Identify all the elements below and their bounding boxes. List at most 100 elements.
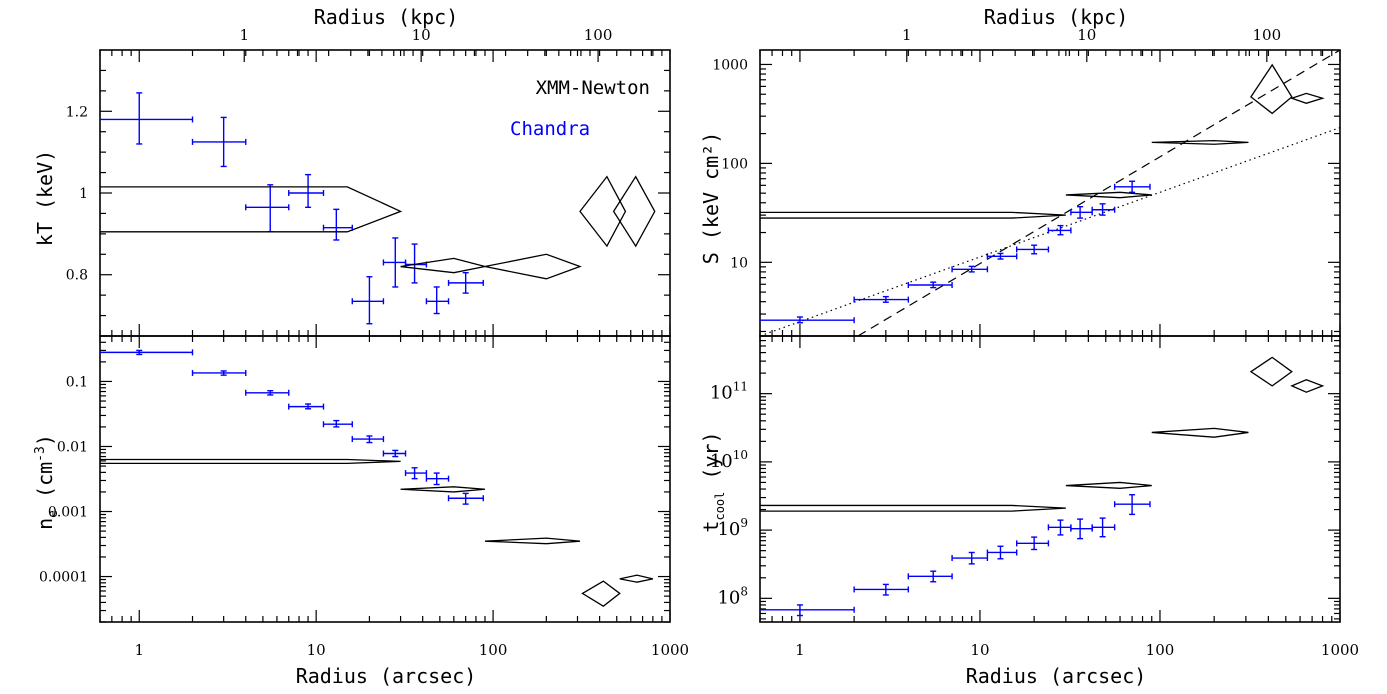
- plot-area: [100, 349, 654, 607]
- panel-bottom-left: 1 10 100 1000 0.0001 0.001 0.01 0.1: [39, 335, 689, 659]
- chandra-point: [447, 492, 484, 505]
- chandra-point: [382, 237, 407, 288]
- chandra-point: [951, 551, 989, 565]
- y-tick-base: 10: [710, 383, 733, 404]
- chandra-point: [404, 467, 428, 480]
- bottom-tick-label: 100: [1146, 641, 1175, 659]
- chandra-point: [382, 449, 407, 458]
- xmm-diamond: [484, 537, 581, 545]
- chandra-point: [351, 276, 385, 325]
- y-tick-label: 109: [717, 516, 748, 540]
- ylabel-tcool-main: t: [699, 521, 723, 533]
- xmm-diamond: [484, 253, 582, 280]
- chandra-point: [351, 435, 385, 444]
- xmm-diamond: [400, 486, 486, 493]
- chandra-point: [951, 265, 989, 273]
- xmm-diamond: [100, 458, 401, 465]
- chandra-point: [1047, 519, 1072, 536]
- y-tick-label: 1: [79, 186, 88, 202]
- xmm-diamond: [760, 504, 1066, 512]
- chandra-point: [322, 208, 353, 241]
- chandra-point: [1016, 536, 1050, 551]
- frame-bottom-left: [99, 335, 671, 623]
- chandra-point: [447, 271, 484, 294]
- model-line-dashed: [857, 50, 1340, 336]
- y-tick-exp: 11: [733, 380, 748, 394]
- chandra-point: [100, 349, 194, 356]
- ylabel-ne-sup: -3: [33, 446, 48, 462]
- chandra-point: [760, 604, 855, 617]
- y-tick-label: 1000: [712, 57, 748, 73]
- top-tick-label: 100: [1252, 26, 1281, 44]
- chandra-point: [1047, 224, 1072, 236]
- chandra-point: [425, 286, 450, 315]
- bottom-tick-label: 1000: [1321, 641, 1359, 659]
- chandra-point: [1016, 244, 1050, 255]
- xmm-diamond: [619, 574, 654, 583]
- bottom-tick-label: 10: [307, 641, 326, 659]
- ylabel-tcool-rest: (yr): [699, 431, 723, 491]
- panel-top-left: 1 10 100 0.8 1 1.2: [66, 26, 671, 337]
- xmm-diamond: [612, 175, 656, 248]
- y-tick-exp: 10: [733, 448, 748, 462]
- ylabel-ne: ne (cm-3): [33, 434, 61, 530]
- y-tick-label: 0.0001: [39, 570, 88, 586]
- chandra-point: [245, 184, 290, 233]
- chandra-point: [191, 116, 247, 168]
- y-tick-label: 100: [721, 156, 748, 172]
- y-tick-label: 1011: [710, 380, 748, 404]
- ylabel-ne-main: n: [33, 518, 57, 530]
- ylabel-S: S (keV cm²): [699, 132, 723, 264]
- xmm-diamond: [1289, 92, 1325, 104]
- ylabel-kT: kT (keV): [33, 150, 57, 246]
- chandra-point: [1070, 518, 1093, 540]
- xmm-diamond: [100, 186, 403, 233]
- xmm-diamond: [1151, 427, 1249, 438]
- y-tick-label: 1010: [710, 448, 748, 472]
- chandra-point: [425, 472, 450, 486]
- panel-top-right: 1 10 100 10 100 1000: [712, 26, 1341, 337]
- top-tick-label: 1: [239, 26, 249, 44]
- model-line-dotted: [760, 127, 1340, 336]
- chandra-point: [245, 389, 290, 396]
- xmm-diamond: [1065, 191, 1152, 199]
- chandra-point: [1113, 494, 1151, 516]
- y-tick-exp: 9: [740, 516, 748, 530]
- chandra-point: [1091, 203, 1116, 216]
- chandra-point: [1091, 517, 1116, 538]
- top-tick-label: 10: [412, 26, 431, 44]
- chandra-point: [986, 545, 1018, 560]
- chandra-point: [1070, 205, 1093, 219]
- bottom-tick-label: 1: [795, 641, 805, 659]
- top-tick-label: 10: [1077, 26, 1096, 44]
- bottom-xlabel-right: Radius (arcsec): [966, 664, 1147, 688]
- y-tick-label: 0.1: [66, 374, 88, 390]
- y-tick-base: 10: [710, 451, 733, 472]
- top-xlabel-left: Radius (kpc): [314, 5, 459, 29]
- xmm-diamond: [1290, 379, 1325, 393]
- ylabel-ne-sub: e: [46, 510, 61, 518]
- bottom-xlabel-left: Radius (arcsec): [296, 664, 477, 688]
- y-tick-label: 0.8: [66, 268, 88, 284]
- y-tick-label: 0.001: [48, 505, 88, 521]
- plot-area: [100, 92, 656, 325]
- legend-chandra: Chandra: [510, 118, 590, 140]
- bottom-tick-label: 1000: [651, 641, 689, 659]
- chandra-point: [100, 92, 194, 145]
- ylabel-tcool: tcool (yr): [699, 431, 727, 532]
- plot-area: [760, 50, 1340, 336]
- xmm-diamond: [579, 175, 627, 248]
- top-xlabel-right: Radius (kpc): [984, 5, 1129, 29]
- legend-xmm: XMM-Newton: [536, 77, 650, 99]
- chandra-point: [288, 173, 325, 209]
- bottom-tick-label: 100: [479, 641, 508, 659]
- ylabel-tcool-sub: cool: [713, 492, 727, 521]
- plot-area: [760, 356, 1325, 617]
- xmm-diamond: [1151, 139, 1249, 145]
- xmm-diamond: [1250, 63, 1293, 115]
- xmm-diamond: [581, 580, 621, 607]
- y-tick-label: 10: [730, 255, 748, 271]
- chandra-point: [853, 583, 910, 596]
